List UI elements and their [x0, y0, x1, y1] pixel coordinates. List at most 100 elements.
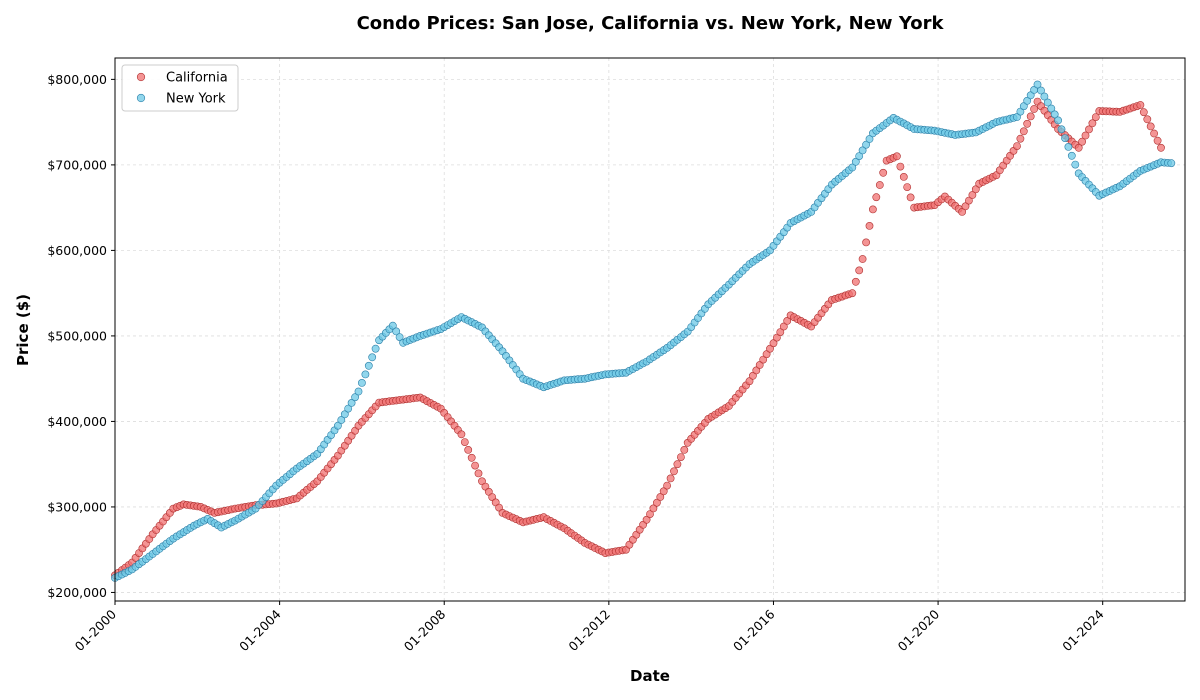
data-point — [1139, 108, 1148, 117]
data-point — [1081, 131, 1090, 140]
data-point — [958, 207, 966, 216]
data-point — [659, 487, 668, 496]
data-point — [855, 266, 864, 275]
data-point — [677, 453, 685, 461]
legend-marker — [136, 93, 146, 103]
data-point — [1167, 159, 1176, 168]
data-point — [1067, 151, 1076, 160]
series-new-york — [111, 80, 1176, 582]
x-tick-label: 01-2008 — [401, 606, 449, 654]
data-point — [1026, 112, 1035, 121]
data-point — [653, 498, 661, 507]
data-point — [968, 191, 977, 199]
data-point — [879, 168, 888, 177]
data-point — [1088, 119, 1097, 128]
x-tick-label: 01-2024 — [1059, 606, 1107, 654]
data-point — [347, 398, 356, 407]
data-point — [1023, 96, 1032, 105]
x-tick-label: 01-2000 — [72, 606, 120, 654]
y-tick-label: $300,000 — [47, 499, 107, 514]
data-point — [903, 183, 912, 191]
x-tick-label: 01-2012 — [565, 607, 613, 655]
data-point — [862, 238, 870, 247]
data-point — [673, 460, 682, 469]
data-point — [344, 404, 353, 413]
legend-marker — [136, 72, 146, 82]
data-point — [649, 504, 658, 513]
data-point — [368, 353, 377, 362]
x-tick-label: 01-2004 — [236, 606, 284, 654]
data-point — [872, 193, 881, 202]
data-point — [1146, 122, 1155, 131]
data-point — [961, 202, 970, 211]
data-point — [371, 344, 380, 353]
x-tick-label: 01-2016 — [730, 606, 778, 654]
data-point — [869, 205, 877, 214]
data-point — [1057, 125, 1066, 134]
data-point — [851, 157, 860, 166]
data-point — [1091, 113, 1100, 121]
data-point — [460, 438, 469, 446]
data-point — [642, 515, 651, 524]
data-point — [1157, 143, 1165, 152]
y-tick-label: $800,000 — [47, 72, 107, 87]
data-point — [357, 378, 366, 387]
y-tick-label: $400,000 — [47, 414, 107, 429]
legend-box — [121, 64, 239, 112]
y-tick-label: $600,000 — [47, 243, 107, 258]
data-point — [1071, 160, 1080, 169]
data-point — [395, 333, 404, 341]
data-point — [457, 430, 466, 439]
data-point — [666, 474, 675, 483]
data-point — [779, 322, 788, 331]
data-point — [680, 445, 689, 454]
data-point — [471, 461, 479, 470]
data-point — [340, 410, 349, 419]
y-axis-label: Price ($) — [14, 294, 32, 366]
plot-frame — [114, 57, 1186, 602]
data-point — [392, 327, 401, 336]
legend-label: New York — [166, 92, 226, 107]
y-tick-label: $500,000 — [47, 328, 107, 343]
data-point — [865, 135, 874, 143]
data-point — [858, 146, 867, 155]
data-point — [862, 140, 870, 149]
data-point — [464, 445, 473, 454]
data-point — [1074, 143, 1083, 152]
data-point — [388, 321, 397, 330]
data-point — [1143, 115, 1152, 124]
data-point — [1016, 134, 1025, 143]
data-point — [971, 185, 980, 194]
data-point — [1153, 136, 1162, 145]
data-point — [776, 328, 785, 336]
data-point — [474, 469, 483, 478]
data-point — [875, 181, 884, 189]
data-point — [670, 467, 678, 476]
legend-label: California — [166, 71, 228, 86]
data-point — [896, 162, 905, 171]
x-tick-label: 01-2020 — [895, 606, 943, 654]
data-point — [656, 493, 665, 501]
data-point — [766, 344, 774, 353]
data-point — [1037, 86, 1045, 95]
data-point — [1033, 80, 1042, 89]
data-point — [354, 387, 363, 396]
data-point — [855, 152, 864, 160]
data-point — [337, 416, 346, 424]
data-point — [865, 221, 874, 230]
y-tick-label: $700,000 — [47, 157, 107, 172]
data-point — [663, 481, 671, 490]
data-point — [1013, 142, 1021, 150]
data-point — [1047, 104, 1056, 113]
data-point — [364, 361, 373, 370]
data-point — [1078, 137, 1086, 146]
data-point — [351, 393, 359, 402]
data-point — [1054, 116, 1062, 125]
data-point — [1040, 92, 1049, 101]
data-point — [1150, 129, 1158, 138]
data-point — [893, 152, 901, 161]
legend: California New York — [121, 64, 239, 112]
data-point — [906, 193, 915, 202]
